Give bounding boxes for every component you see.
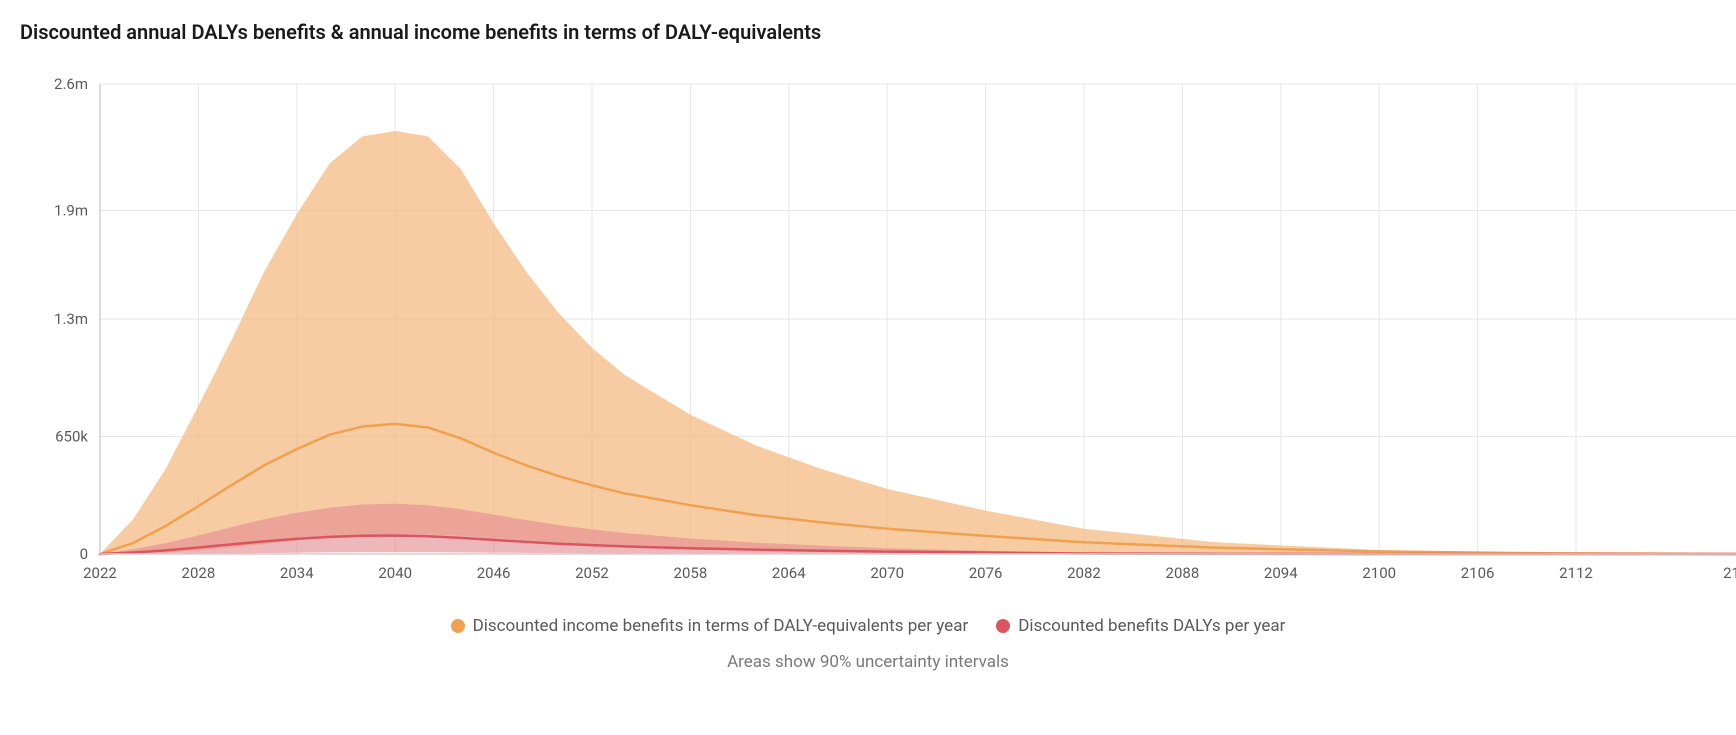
legend-label-income: Discounted income benefits in terms of D… — [473, 616, 969, 636]
chart-caption: Areas show 90% uncertainty intervals — [20, 652, 1716, 672]
chart-container: Discounted annual DALYs benefits & annua… — [20, 20, 1716, 715]
y-tick-label: 650k — [55, 428, 88, 446]
x-tick-label: 2094 — [1264, 564, 1298, 582]
x-tick-label: 2046 — [477, 564, 511, 582]
x-tick-label: 2052 — [575, 564, 609, 582]
x-tick-label: 2100 — [1362, 564, 1396, 582]
legend: Discounted income benefits in terms of D… — [20, 616, 1716, 636]
y-tick-label: 2.6m — [54, 75, 88, 93]
x-tick-label: 2106 — [1461, 564, 1495, 582]
x-tick-label: 2034 — [280, 564, 314, 582]
x-tick-label: 2122 — [1723, 564, 1736, 582]
plot-area: 0 650k 1.3m 1.9m 2.6m 2022 2028 2034 2040 2046 205… — [20, 74, 1716, 598]
x-tick-label: 2064 — [772, 564, 806, 582]
chart-title: Discounted annual DALYs benefits & annua… — [20, 20, 1716, 44]
x-tick-label: 2112 — [1559, 564, 1593, 582]
legend-label-daly: Discounted benefits DALYs per year — [1018, 616, 1285, 636]
x-tick-label: 2022 — [83, 564, 117, 582]
legend-item-daly: Discounted benefits DALYs per year — [996, 616, 1285, 636]
chart-svg: 0 650k 1.3m 1.9m 2.6m 2022 2028 2034 2040 2046 205… — [20, 74, 1736, 594]
y-tick-label: 1.3m — [54, 310, 88, 328]
legend-dot-income — [451, 619, 465, 633]
x-tick-label: 2082 — [1067, 564, 1101, 582]
y-tick-label: 0 — [80, 545, 88, 563]
y-tick-label: 1.9m — [54, 202, 88, 220]
legend-item-income: Discounted income benefits in terms of D… — [451, 616, 969, 636]
x-tick-label: 2058 — [674, 564, 708, 582]
x-tick-label: 2040 — [378, 564, 412, 582]
x-tick-label: 2028 — [182, 564, 216, 582]
x-tick-label: 2070 — [870, 564, 904, 582]
x-tick-label: 2076 — [969, 564, 1003, 582]
legend-dot-daly — [996, 619, 1010, 633]
x-tick-label: 2088 — [1166, 564, 1200, 582]
